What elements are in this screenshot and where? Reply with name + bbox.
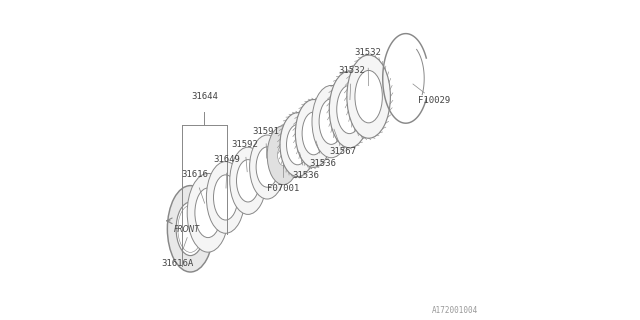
Text: 31532: 31532 (338, 66, 365, 75)
Ellipse shape (329, 71, 370, 148)
Ellipse shape (250, 135, 285, 199)
Ellipse shape (355, 70, 382, 123)
Ellipse shape (280, 113, 316, 177)
Ellipse shape (312, 85, 351, 158)
Ellipse shape (347, 55, 390, 138)
Ellipse shape (278, 145, 289, 165)
Ellipse shape (176, 202, 205, 256)
Ellipse shape (256, 147, 278, 187)
Text: 31532: 31532 (355, 48, 381, 57)
Text: 31616: 31616 (181, 170, 208, 179)
Text: F07001: F07001 (267, 184, 300, 193)
Ellipse shape (230, 147, 266, 214)
Ellipse shape (337, 85, 362, 134)
Ellipse shape (214, 175, 237, 220)
Text: 31536: 31536 (292, 172, 319, 180)
Text: 31592: 31592 (232, 140, 258, 149)
Text: F10029: F10029 (419, 96, 451, 105)
Text: A172001004: A172001004 (432, 306, 479, 315)
Ellipse shape (319, 99, 343, 144)
Text: 31644: 31644 (191, 92, 218, 101)
Ellipse shape (168, 186, 214, 272)
Text: 31649: 31649 (214, 156, 241, 164)
Ellipse shape (206, 162, 244, 233)
Text: FRONT: FRONT (174, 225, 200, 234)
Text: 31536: 31536 (310, 159, 337, 168)
Ellipse shape (195, 188, 221, 237)
Text: 31567: 31567 (329, 148, 356, 156)
Text: 31591: 31591 (252, 127, 279, 136)
Ellipse shape (237, 160, 259, 202)
Ellipse shape (268, 126, 300, 185)
Ellipse shape (187, 173, 229, 252)
Ellipse shape (178, 205, 203, 252)
Text: 31616A: 31616A (161, 260, 194, 268)
Ellipse shape (287, 124, 308, 165)
Ellipse shape (302, 112, 325, 155)
Ellipse shape (296, 100, 332, 167)
